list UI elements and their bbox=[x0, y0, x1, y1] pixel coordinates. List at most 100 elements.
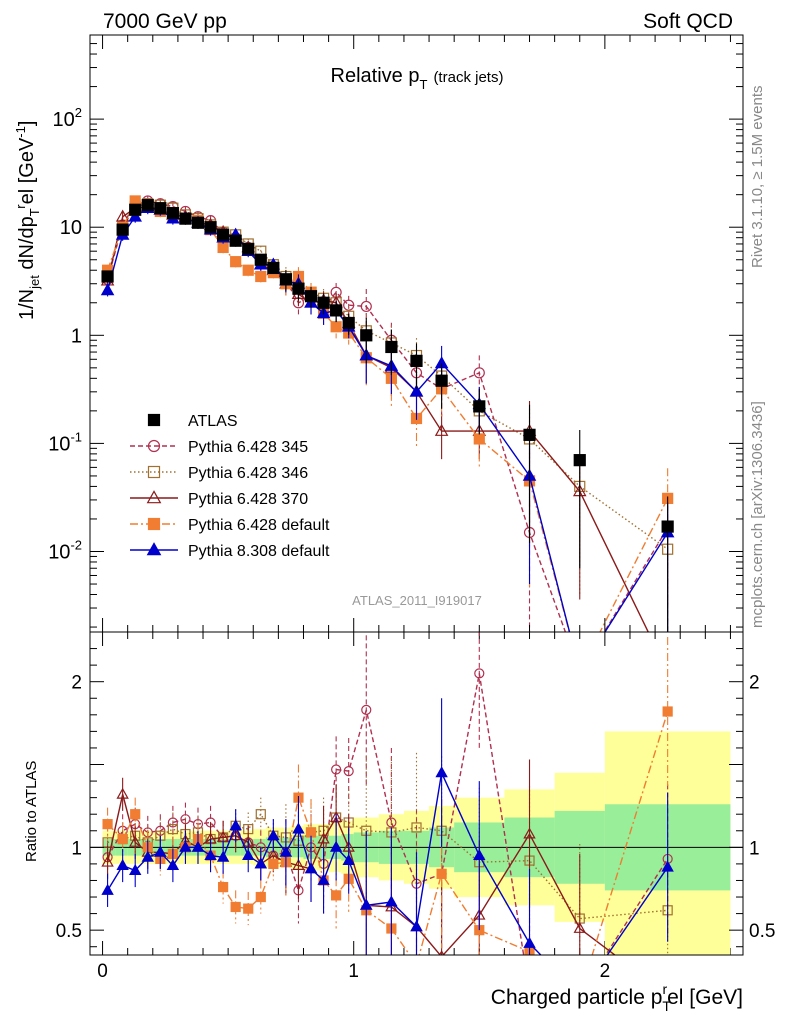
data-point bbox=[229, 234, 242, 247]
ratio-y-tick-label-right: 0.5 bbox=[749, 921, 775, 942]
data-point bbox=[116, 223, 129, 236]
data-point bbox=[255, 809, 266, 820]
data-point bbox=[100, 283, 115, 296]
data-point bbox=[523, 428, 536, 441]
ratio-series bbox=[101, 632, 674, 969]
data-point bbox=[129, 835, 142, 847]
data-point bbox=[204, 221, 217, 234]
legend-label: Pythia 6.428 345 bbox=[188, 439, 308, 456]
data-point bbox=[473, 367, 485, 379]
ratio-line bbox=[107, 711, 669, 955]
data-point bbox=[117, 833, 128, 845]
legend-item: Pythia 6.428 346 bbox=[130, 465, 308, 482]
x-label-sub: T bbox=[662, 998, 671, 1014]
data-point bbox=[147, 465, 161, 479]
data-point bbox=[255, 891, 266, 903]
data-point bbox=[101, 270, 114, 283]
data-point bbox=[385, 895, 398, 907]
data-point bbox=[147, 439, 161, 453]
data-point bbox=[317, 296, 330, 309]
x-label-post: el [GeV] bbox=[667, 986, 743, 1009]
x-axis-label: Charged particle pTrel [GeV] bbox=[491, 981, 743, 1014]
data-point bbox=[342, 853, 355, 866]
data-point bbox=[217, 241, 229, 254]
data-point bbox=[412, 960, 421, 969]
data-point bbox=[166, 207, 179, 220]
legend-item: Pythia 6.428 345 bbox=[130, 439, 308, 456]
data-point bbox=[661, 860, 674, 872]
data-point bbox=[254, 253, 267, 266]
series-0 bbox=[101, 199, 674, 632]
data-point bbox=[473, 433, 485, 445]
rivet-label: Rivet 3.1.10, ≥ 1.5M events bbox=[749, 86, 766, 269]
data-point bbox=[243, 903, 254, 914]
data-point bbox=[474, 668, 485, 679]
data-point bbox=[180, 814, 191, 825]
series-line bbox=[106, 205, 650, 632]
data-point bbox=[292, 822, 305, 834]
data-point bbox=[329, 840, 343, 852]
data-point bbox=[267, 829, 280, 841]
data-point bbox=[101, 883, 114, 895]
data-point bbox=[141, 850, 154, 862]
data-point bbox=[191, 840, 205, 852]
data-point bbox=[343, 299, 355, 311]
ratio-y-tick-label-right: 2 bbox=[749, 673, 760, 694]
data-point bbox=[435, 766, 448, 778]
ratio-line bbox=[106, 794, 616, 955]
ratio-y-tick-label: 0.5 bbox=[56, 921, 82, 942]
data-point bbox=[661, 520, 674, 533]
x-tick-label: 1 bbox=[348, 961, 359, 982]
data-point bbox=[292, 282, 305, 295]
mcplots-label: mcplots.cern.ch [arXiv:1306.3436] bbox=[749, 401, 766, 628]
ratio-line bbox=[107, 770, 669, 955]
main-series bbox=[100, 195, 675, 632]
data-point bbox=[292, 858, 305, 870]
data-point bbox=[360, 300, 372, 313]
ratio-y-label: Ratio to ATLAS bbox=[23, 761, 40, 862]
data-point bbox=[434, 423, 449, 436]
main-title: Relative pT (track jets) bbox=[331, 65, 504, 92]
series-line bbox=[106, 200, 669, 632]
x-label-sup: r bbox=[662, 981, 667, 997]
data-point bbox=[573, 921, 586, 933]
data-point bbox=[343, 766, 354, 777]
data-point bbox=[410, 920, 423, 932]
data-point bbox=[129, 863, 142, 875]
x-tick-label: 0 bbox=[97, 961, 108, 982]
ratio-y-tick-label: 1 bbox=[71, 838, 82, 859]
data-point bbox=[141, 199, 154, 212]
data-point bbox=[146, 542, 162, 556]
data-point bbox=[147, 413, 161, 427]
data-point bbox=[473, 400, 486, 413]
ratio-y-tick-label-right: 1 bbox=[749, 838, 760, 859]
data-point bbox=[217, 228, 230, 241]
data-point bbox=[191, 216, 205, 229]
watermark: ATLAS_2011_I919017 bbox=[352, 593, 482, 608]
header-left: 7000 GeV pp bbox=[103, 10, 227, 33]
main-panel: 10-2 10-1 1 10 102 bbox=[48, 34, 744, 955]
data-point bbox=[102, 819, 113, 830]
data-point bbox=[242, 848, 255, 861]
ratio-frame bbox=[89, 631, 744, 956]
legend-label: Pythia 6.428 default bbox=[188, 517, 330, 534]
y-tick-label: 10-1 bbox=[48, 429, 82, 455]
data-point bbox=[230, 901, 241, 913]
data-point bbox=[385, 340, 398, 354]
ratio-y-tick-label: 2 bbox=[71, 673, 82, 694]
y-tick-label: 102 bbox=[53, 105, 82, 131]
data-point bbox=[409, 384, 424, 397]
data-point bbox=[230, 256, 242, 268]
data-point bbox=[573, 454, 586, 467]
ratio-series-5 bbox=[101, 698, 674, 955]
data-point bbox=[130, 809, 141, 820]
legend-item: Pythia 8.308 default bbox=[130, 542, 330, 560]
x-tick-label: 2 bbox=[600, 961, 611, 982]
data-point bbox=[268, 858, 279, 869]
data-point bbox=[331, 764, 342, 775]
data-point bbox=[436, 868, 447, 879]
data-point bbox=[410, 354, 423, 367]
data-point bbox=[179, 212, 192, 225]
data-point bbox=[154, 845, 167, 857]
